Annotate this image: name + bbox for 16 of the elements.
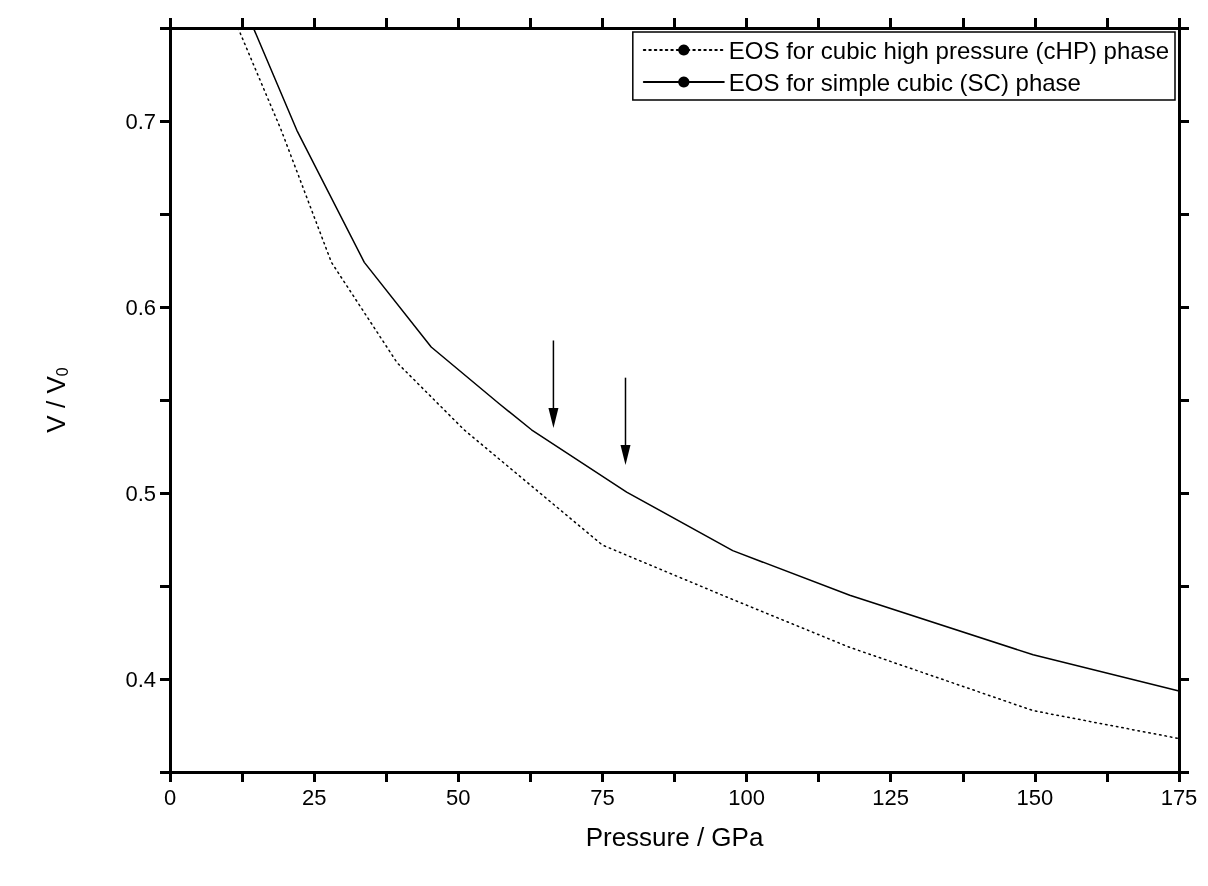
x-tick-label: 125 xyxy=(872,784,910,810)
x-tick-label: 175 xyxy=(1160,784,1198,810)
x-tick-label: 50 xyxy=(446,784,471,810)
x-tick-label: 0 xyxy=(163,784,177,810)
legend-label: EOS for cubic high pressure (cHP) phase xyxy=(728,36,1170,64)
y-tick-label: 0.5 xyxy=(125,480,156,506)
y-tick-label: 0.4 xyxy=(125,666,156,692)
y-tick-label: 0.6 xyxy=(125,294,156,320)
y-axis-title: V / V0 xyxy=(41,367,71,433)
x-tick-label: 75 xyxy=(590,784,615,810)
x-tick-label: 150 xyxy=(1016,784,1054,810)
y-tick-label: 0.7 xyxy=(125,108,156,134)
x-axis-title: Pressure / GPa xyxy=(585,822,764,852)
legend-label: EOS for simple cubic (SC) phase xyxy=(728,68,1081,96)
x-tick-label: 100 xyxy=(728,784,765,810)
x-tick-label: 25 xyxy=(301,784,327,810)
